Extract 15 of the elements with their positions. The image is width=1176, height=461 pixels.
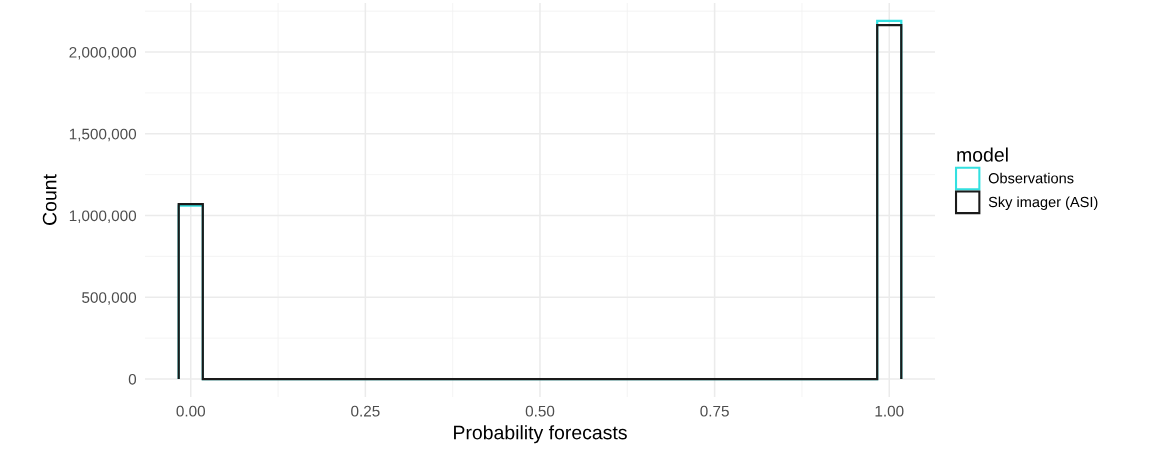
- x-axis-title: Probability forecasts: [454, 425, 627, 444]
- x-tick-label: 0.75: [700, 405, 729, 417]
- legend-label: Observations: [988, 172, 1074, 184]
- x-tick-label: 1.00: [875, 405, 904, 417]
- x-tick-label: 0.25: [351, 405, 380, 417]
- y-tick-label: 1,000,000: [69, 210, 137, 224]
- legend-title: model: [957, 147, 1008, 162]
- legend-label: Sky imager (ASI): [988, 196, 1098, 211]
- y-axis-title: Count: [42, 174, 57, 225]
- y-tick-label: 2,000,000: [69, 46, 137, 60]
- y-tick-label: 500,000: [82, 292, 137, 305]
- y-tick-label: 1,500,000: [69, 128, 137, 142]
- x-tick-label: 0.50: [525, 405, 555, 417]
- x-tick-label: 0.00: [176, 405, 206, 417]
- y-tick-label: 0: [128, 373, 137, 385]
